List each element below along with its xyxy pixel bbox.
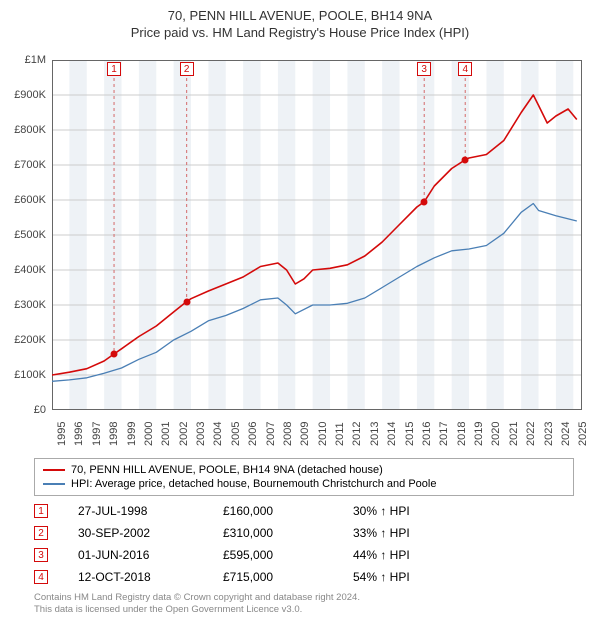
x-tick-label: 2021	[508, 422, 520, 446]
transaction-dot	[421, 198, 428, 205]
transaction-row-marker: 2	[34, 526, 48, 540]
transaction-row: 4 12-OCT-2018£715,00054% ↑ HPI	[34, 566, 574, 588]
transaction-row-marker: 4	[34, 570, 48, 584]
x-axis: 1995 1996 1997 1998 1999 2000 2001 2002 2003 2004…	[52, 414, 582, 464]
legend-item: 70, PENN HILL AVENUE, POOLE, BH14 9NA (d…	[43, 463, 565, 477]
transaction-pct: 54% ↑ HPI	[353, 570, 473, 584]
transaction-price: £310,000	[223, 526, 353, 540]
legend-label: HPI: Average price, detached house, Bour…	[71, 478, 436, 490]
x-tick-label: 1999	[126, 422, 138, 446]
legend-label: 70, PENN HILL AVENUE, POOLE, BH14 9NA (d…	[71, 464, 383, 476]
transaction-pct: 33% ↑ HPI	[353, 526, 473, 540]
transaction-date: 12-OCT-2018	[78, 570, 223, 584]
y-tick-label: £1M	[25, 54, 46, 66]
footer-line1: Contains HM Land Registry data © Crown c…	[34, 592, 360, 604]
transaction-marker: 1	[107, 62, 121, 76]
transaction-marker: 2	[180, 62, 194, 76]
chart-container: 70, PENN HILL AVENUE, POOLE, BH14 9NA Pr…	[0, 0, 600, 620]
legend-swatch	[43, 483, 65, 485]
chart-svg	[52, 60, 582, 410]
x-tick-label: 2019	[473, 422, 485, 446]
chart-area: 1 2 3 4	[52, 60, 582, 410]
footer-line2: This data is licensed under the Open Gov…	[34, 604, 360, 616]
title-subtitle: Price paid vs. HM Land Registry's House …	[0, 25, 600, 40]
x-tick-label: 2009	[299, 422, 311, 446]
transaction-row-marker: 1	[34, 504, 48, 518]
transaction-marker: 4	[458, 62, 472, 76]
transaction-dot	[462, 156, 469, 163]
x-tick-label: 2016	[421, 422, 433, 446]
x-tick-label: 2005	[230, 422, 242, 446]
y-tick-label: £500K	[14, 229, 46, 241]
footer-note: Contains HM Land Registry data © Crown c…	[34, 592, 360, 616]
x-tick-label: 2008	[282, 422, 294, 446]
x-tick-label: 2012	[351, 422, 363, 446]
transaction-row: 1 27-JUL-1998£160,00030% ↑ HPI	[34, 500, 574, 522]
transaction-row-marker: 3	[34, 548, 48, 562]
y-tick-label: £400K	[14, 264, 46, 276]
x-tick-label: 2013	[369, 422, 381, 446]
transaction-date: 30-SEP-2002	[78, 526, 223, 540]
transaction-marker: 3	[417, 62, 431, 76]
x-tick-label: 2017	[438, 422, 450, 446]
x-tick-label: 1996	[73, 422, 85, 446]
title-address: 70, PENN HILL AVENUE, POOLE, BH14 9NA	[0, 8, 600, 23]
x-tick-label: 2025	[577, 422, 589, 446]
transaction-dot	[183, 298, 190, 305]
x-tick-label: 2010	[317, 422, 329, 446]
x-tick-label: 2023	[543, 422, 555, 446]
x-tick-label: 2015	[404, 422, 416, 446]
x-tick-label: 2004	[212, 422, 224, 446]
y-tick-label: £800K	[14, 124, 46, 136]
transaction-row: 3 01-JUN-2016£595,00044% ↑ HPI	[34, 544, 574, 566]
y-tick-label: £200K	[14, 334, 46, 346]
legend-item: HPI: Average price, detached house, Bour…	[43, 477, 565, 491]
x-tick-label: 2018	[456, 422, 468, 446]
y-tick-label: £300K	[14, 299, 46, 311]
x-tick-label: 1995	[56, 422, 68, 446]
legend: 70, PENN HILL AVENUE, POOLE, BH14 9NA (d…	[34, 458, 574, 496]
y-tick-label: £600K	[14, 194, 46, 206]
transaction-row: 2 30-SEP-2002£310,00033% ↑ HPI	[34, 522, 574, 544]
x-tick-label: 2000	[143, 422, 155, 446]
x-tick-label: 1997	[91, 422, 103, 446]
y-tick-label: £900K	[14, 89, 46, 101]
transaction-price: £160,000	[223, 504, 353, 518]
y-tick-label: £0	[34, 404, 46, 416]
x-tick-label: 2014	[386, 422, 398, 446]
y-tick-label: £700K	[14, 159, 46, 171]
title-block: 70, PENN HILL AVENUE, POOLE, BH14 9NA Pr…	[0, 0, 600, 40]
x-tick-label: 1998	[108, 422, 120, 446]
x-tick-label: 2007	[265, 422, 277, 446]
transaction-date: 01-JUN-2016	[78, 548, 223, 562]
y-tick-label: £100K	[14, 369, 46, 381]
transaction-pct: 44% ↑ HPI	[353, 548, 473, 562]
transaction-pct: 30% ↑ HPI	[353, 504, 473, 518]
x-tick-label: 2020	[490, 422, 502, 446]
transaction-date: 27-JUL-1998	[78, 504, 223, 518]
x-tick-label: 2022	[525, 422, 537, 446]
x-tick-label: 2003	[195, 422, 207, 446]
x-tick-label: 2011	[334, 422, 346, 446]
x-tick-label: 2001	[160, 422, 172, 446]
transaction-dot	[111, 351, 118, 358]
x-tick-label: 2024	[560, 422, 572, 446]
transaction-table: 1 27-JUL-1998£160,00030% ↑ HPI 2 30-SEP-200…	[34, 500, 574, 588]
x-tick-label: 2002	[178, 422, 190, 446]
legend-swatch	[43, 469, 65, 471]
transaction-price: £715,000	[223, 570, 353, 584]
transaction-price: £595,000	[223, 548, 353, 562]
y-axis: £0£100K£200K£300K£400K£500K£600K£700K£80…	[0, 60, 50, 410]
x-tick-label: 2006	[247, 422, 259, 446]
